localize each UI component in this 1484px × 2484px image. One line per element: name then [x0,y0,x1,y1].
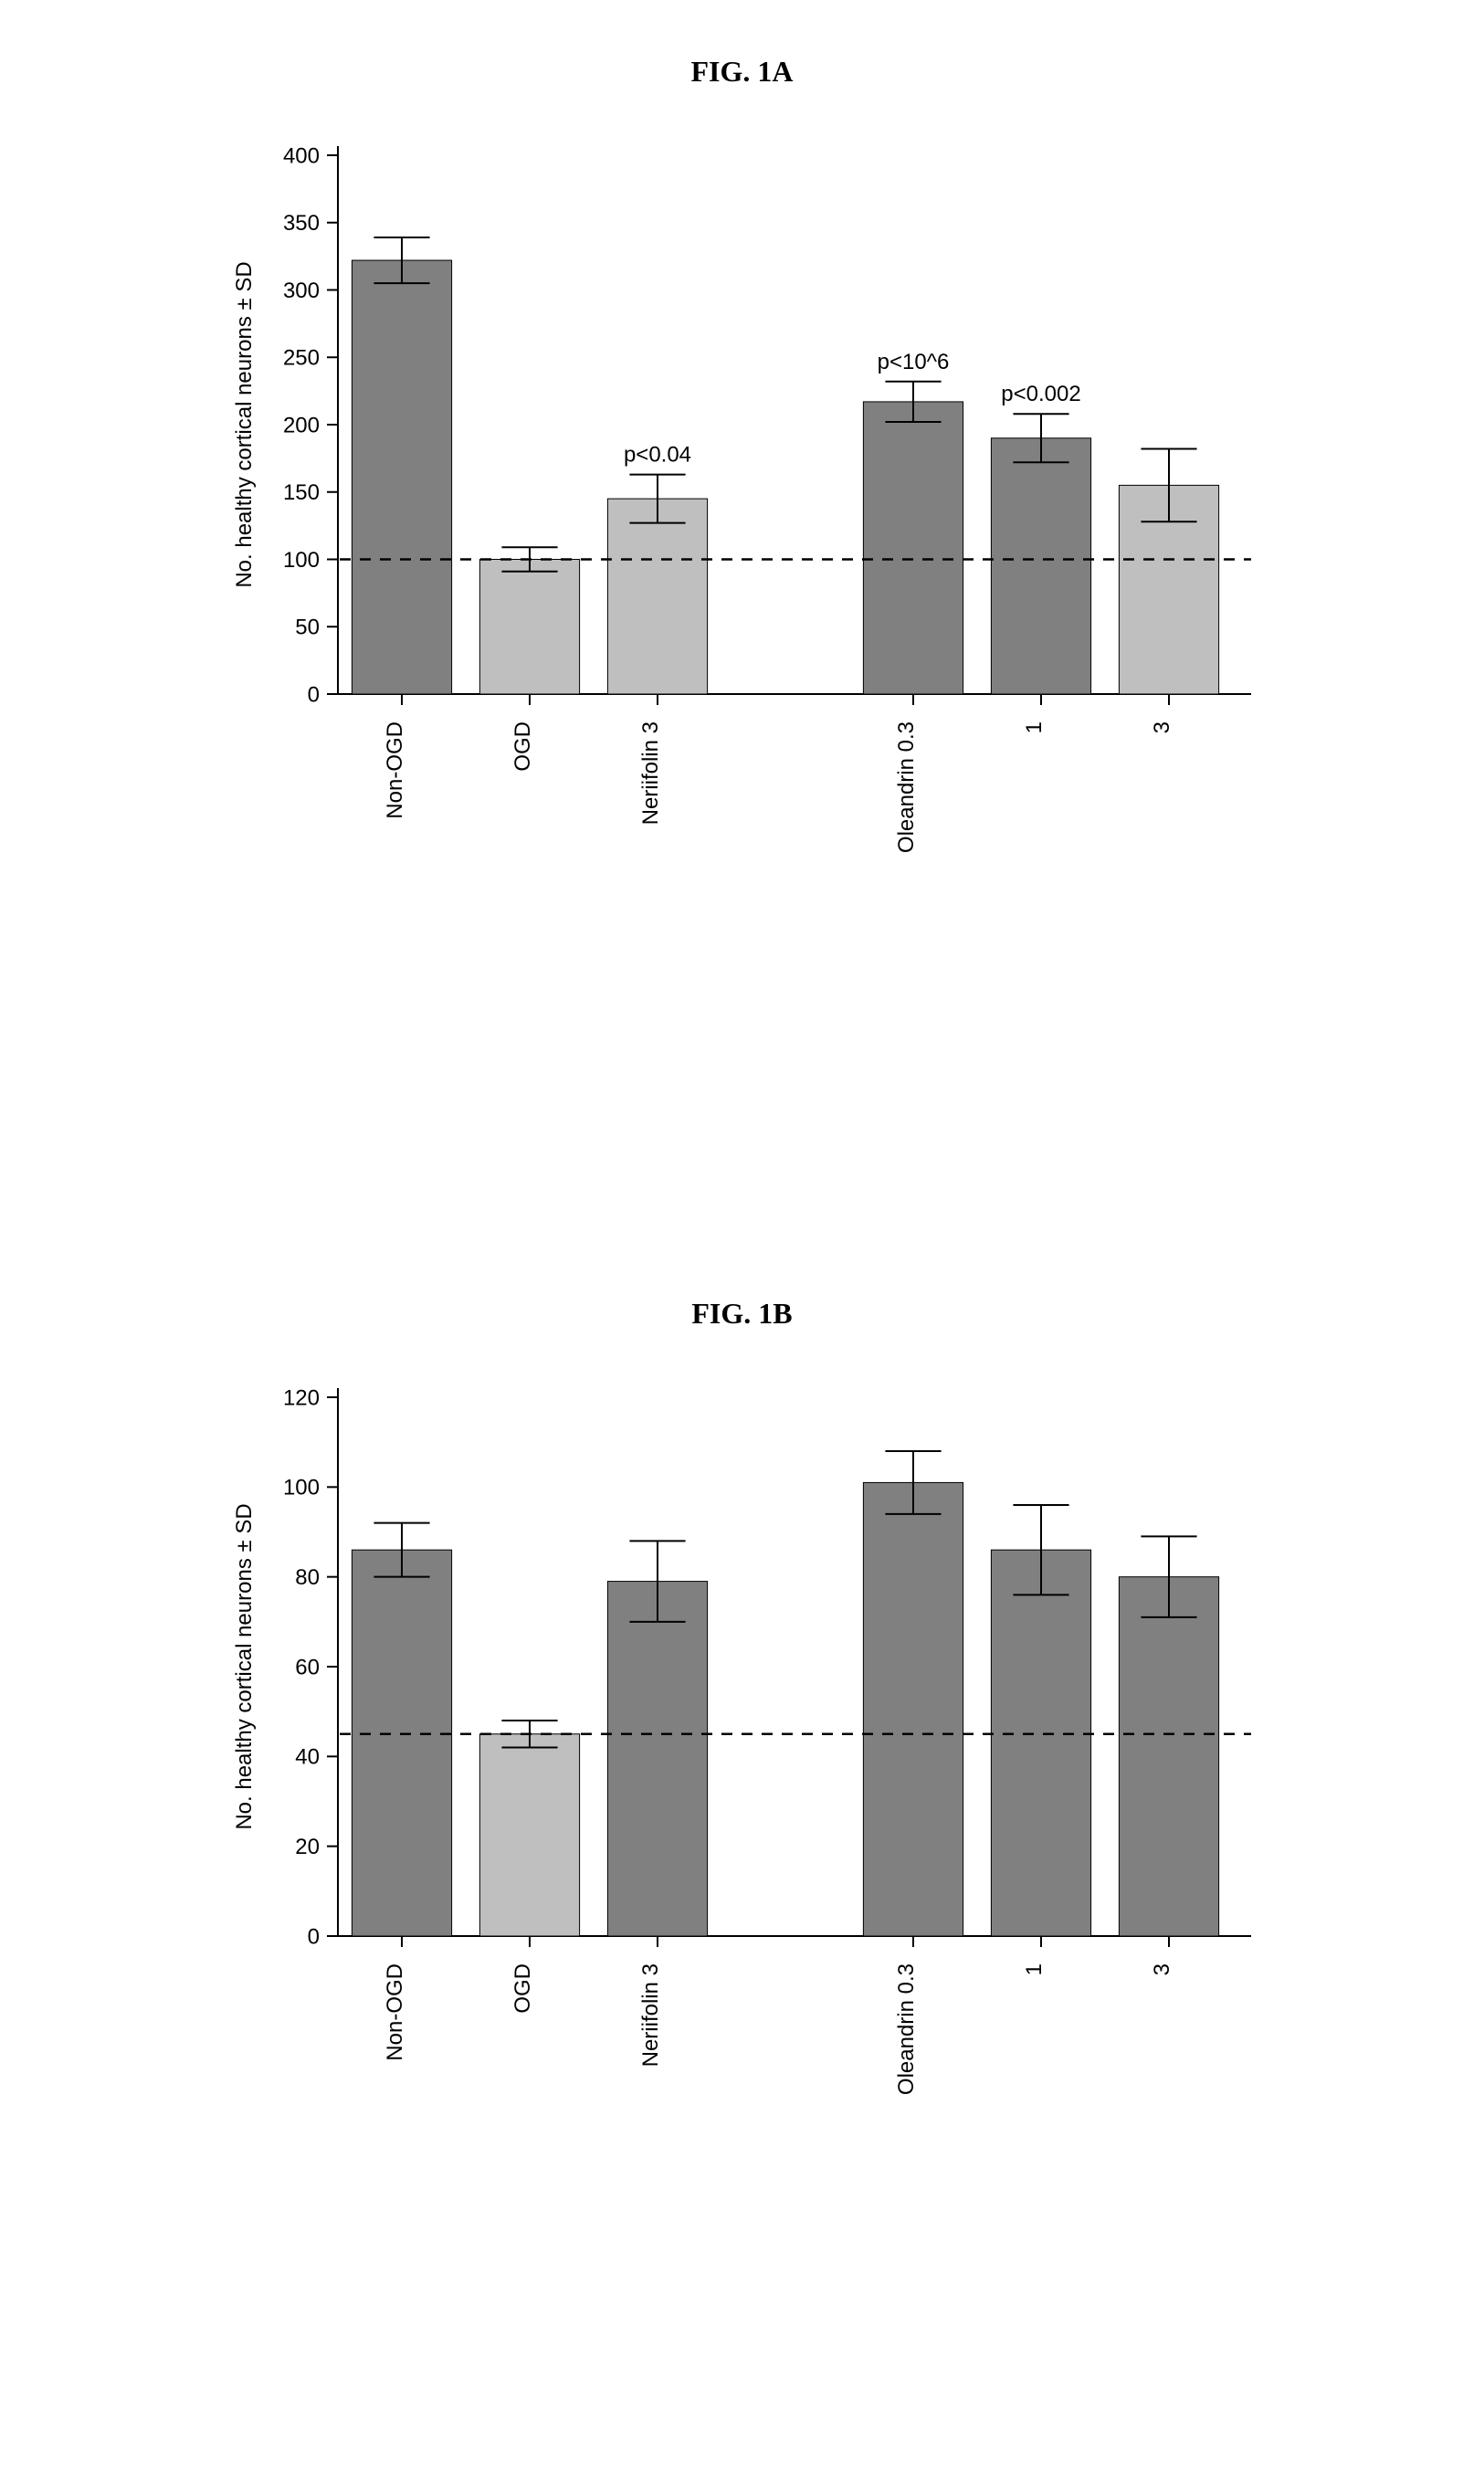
figB-category-label: 3 [1150,1963,1174,1975]
figA-ytick-label: 50 [295,616,320,640]
page: FIG. 1A 050100150200250300350400No. heal… [0,0,1484,2484]
figA-bar [352,260,451,694]
figB-ytick-label: 20 [295,1835,320,1859]
figA-category-label: Oleandrin 0.3 [894,721,919,853]
figA-category-label: 1 [1022,721,1047,733]
figA-ytick-label: 300 [283,279,320,303]
figA-ytick-label: 400 [283,143,320,168]
fig-b-title: FIG. 1B [0,1297,1484,1331]
figA-bar [863,402,963,694]
figA-ytick-label: 0 [308,682,320,707]
figB-category-label: Neriifolin 3 [638,1963,663,2067]
figA-category-label: OGD [510,721,535,772]
figB-category-label: Oleandrin 0.3 [894,1963,919,2095]
figB-ytick-label: 0 [308,1924,320,1949]
figB-ytick-label: 100 [283,1476,320,1500]
figB-ytick-label: 40 [295,1745,320,1770]
figB-bar [863,1482,963,1936]
figA-bar [607,499,707,694]
figA-ylabel: No. healthy cortical neurons ± SD [232,261,257,587]
fig-a-title: FIG. 1A [0,55,1484,89]
figA-pvalue: p<0.04 [624,443,691,468]
figA-category-label: Non-OGD [383,721,407,819]
figB-bar [352,1550,451,1936]
figA-ytick-label: 250 [283,346,320,371]
figA-ytick-label: 200 [283,413,320,437]
figB-bar [479,1734,579,1936]
figB-ytick-label: 60 [295,1655,320,1679]
figB-ylabel: No. healthy cortical neurons ± SD [232,1503,257,1829]
figA-pvalue: p<10^6 [878,350,950,374]
figB-ytick-label: 80 [295,1565,320,1590]
figB-category-label: OGD [510,1963,535,2014]
figB-bar [607,1582,707,1936]
figB-ytick-label: 120 [283,1385,320,1410]
figA-category-label: Neriifolin 3 [638,721,663,825]
figA-ytick-label: 150 [283,480,320,505]
figA-bars [352,237,1218,694]
fig-a-chart: 0 50 100 150 200 250 300 350 400 No. healthy cort… [183,128,1301,1178]
fig-b-chart: 0 20 40 60 80 100 120 No. healthy cortical neur… [183,1370,1301,2420]
figA-bar [991,438,1090,694]
figA-ytick-label: 350 [283,211,320,236]
figB-category-label: Non-OGD [383,1963,407,2061]
figB-bar [1119,1577,1218,1936]
figA-ytick-label: 100 [283,548,320,573]
figA-bar [479,560,579,695]
figA-pvalue: p<0.002 [1001,382,1080,406]
figB-bars [352,1451,1218,1936]
figA-category-label: 3 [1150,721,1174,733]
figB-bar [991,1550,1090,1936]
figB-category-label: 1 [1022,1963,1047,1975]
